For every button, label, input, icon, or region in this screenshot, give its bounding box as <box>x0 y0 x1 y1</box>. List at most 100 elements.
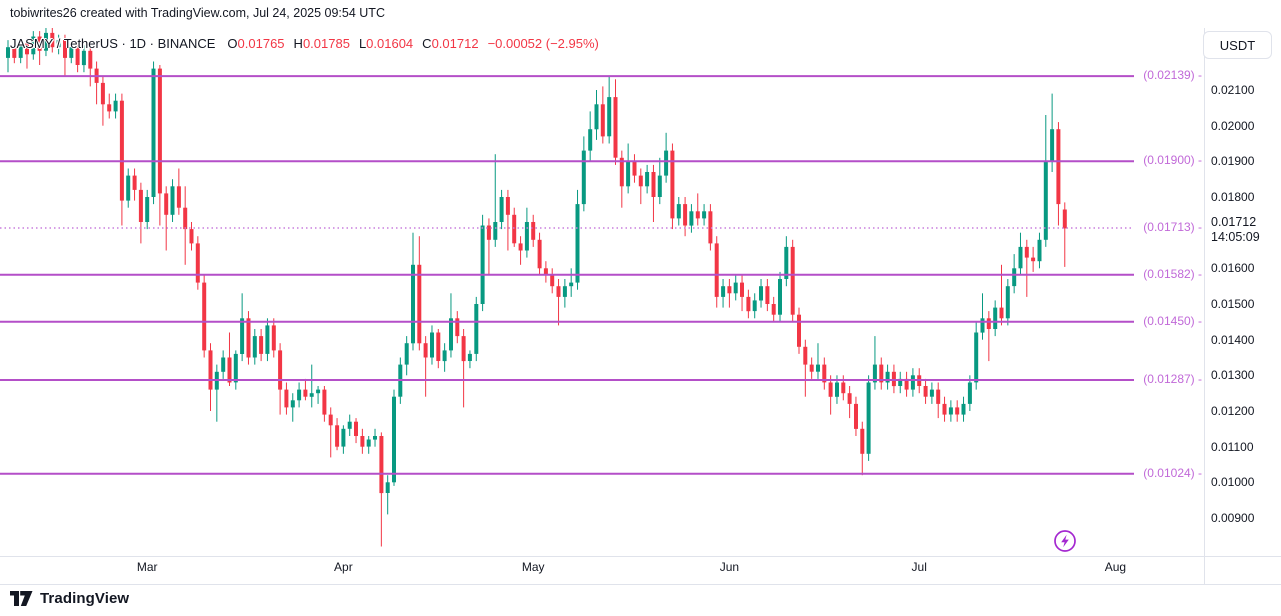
candle <box>828 375 833 415</box>
candle <box>335 418 340 451</box>
candle <box>809 357 814 379</box>
candle <box>904 371 909 397</box>
candle <box>1005 279 1010 326</box>
price-tick-label: 0.01400 <box>1211 332 1255 347</box>
ohlc-close-label: C <box>422 36 432 51</box>
symbol-legend[interactable]: JASMY / TetherUS · 1D · BINANCE O0.01765 H… <box>10 36 599 51</box>
tradingview-logo-icon <box>10 591 33 606</box>
candle <box>993 300 998 337</box>
candle <box>936 382 941 419</box>
currency-toggle-button[interactable]: USDT <box>1203 31 1272 59</box>
candle <box>132 168 137 201</box>
candle <box>543 261 548 283</box>
candle <box>879 357 884 390</box>
ohlc-close-value: 0.01712 <box>431 36 479 51</box>
candle <box>486 218 491 276</box>
level-price-label: (0.01582) - <box>1143 266 1202 281</box>
level-price-label: (0.01713) - <box>1143 220 1202 235</box>
candle <box>967 375 972 411</box>
candle <box>88 45 93 87</box>
candle <box>695 193 700 226</box>
candle <box>240 293 245 362</box>
candle <box>531 214 536 247</box>
price-tick-label: 0.01600 <box>1211 261 1255 276</box>
candle <box>581 136 586 212</box>
ohlc-high-label: H <box>293 36 303 51</box>
candle <box>752 293 757 319</box>
candle <box>759 279 763 308</box>
candle <box>638 168 643 205</box>
candle <box>18 38 23 64</box>
candle <box>214 364 219 422</box>
level-price-label: (0.01024) - <box>1143 465 1202 480</box>
candle <box>404 336 409 376</box>
candle <box>259 329 264 362</box>
candle <box>284 382 289 415</box>
candle <box>63 34 67 76</box>
candle <box>157 65 162 226</box>
candle <box>847 386 852 419</box>
time-axis[interactable] <box>0 557 1281 584</box>
candle <box>461 329 466 408</box>
time-tick-label: Jun <box>719 560 740 574</box>
level-price-label: (0.01900) - <box>1143 153 1202 168</box>
candle <box>138 182 143 244</box>
candle <box>221 350 226 379</box>
candle <box>81 45 86 73</box>
candle <box>449 293 453 358</box>
time-tick-label: Aug <box>1104 560 1127 574</box>
candle <box>56 34 61 55</box>
price-axis-separator <box>1204 28 1205 584</box>
candle <box>25 38 29 69</box>
candle <box>252 329 257 365</box>
candle <box>6 40 10 73</box>
price-chart-canvas[interactable] <box>0 28 1205 556</box>
candle <box>854 396 858 436</box>
candle <box>784 236 789 287</box>
candle <box>151 61 156 205</box>
price-tick-label: 0.01800 <box>1211 190 1255 204</box>
price-tick-label: 0.00900 <box>1211 511 1255 525</box>
candle <box>392 389 396 486</box>
current-price-value: 0.01712 <box>1211 215 1257 229</box>
candle <box>961 396 966 422</box>
candle <box>278 343 283 415</box>
candle <box>480 214 485 312</box>
candle <box>1018 232 1023 276</box>
candle <box>702 204 707 226</box>
candle <box>885 364 890 390</box>
candle <box>119 93 124 226</box>
candle <box>297 382 302 408</box>
tradingview-logo[interactable]: TradingView <box>10 590 129 607</box>
level-price-label: (0.02139) - <box>1143 68 1202 83</box>
ohlc-open-label: O <box>227 36 238 51</box>
candle <box>347 414 352 436</box>
candle <box>714 236 719 308</box>
candle <box>683 197 688 237</box>
flash-lightning-icon[interactable] <box>1052 528 1078 554</box>
candle <box>872 336 877 390</box>
current-price-label: 0.01712 14:05:09 <box>1211 215 1260 245</box>
candle <box>803 339 808 397</box>
candle <box>12 41 17 64</box>
symbol-title[interactable]: JASMY / TetherUS · 1D · BINANCE <box>10 36 216 51</box>
candle <box>689 204 694 233</box>
candle <box>588 111 593 162</box>
candle <box>1043 115 1048 247</box>
countdown-timer: 14:05:09 <box>1211 230 1260 244</box>
candle <box>31 31 36 60</box>
candle <box>1050 93 1055 172</box>
candle <box>1062 202 1067 267</box>
attribution-text: tobiwrites26 created with TradingView.co… <box>10 6 385 20</box>
candle <box>126 168 131 208</box>
candle <box>746 289 751 319</box>
candle <box>442 343 447 372</box>
ohlc-open-value: 0.01765 <box>237 36 285 51</box>
candle <box>183 186 188 265</box>
candle <box>69 41 74 64</box>
candle <box>727 279 732 308</box>
candle <box>328 407 333 458</box>
candle <box>50 28 55 53</box>
candle <box>626 143 631 194</box>
